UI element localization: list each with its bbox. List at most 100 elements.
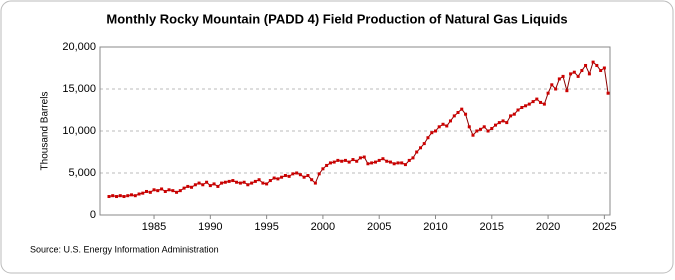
point xyxy=(381,157,385,161)
point xyxy=(242,180,246,184)
point xyxy=(355,159,359,163)
chart-title: Monthly Rocky Mountain (PADD 4) Field Pr… xyxy=(106,11,567,26)
point xyxy=(599,69,603,73)
point xyxy=(400,161,404,165)
point xyxy=(479,127,483,131)
point xyxy=(531,100,535,104)
point xyxy=(403,163,407,167)
point xyxy=(156,189,160,193)
point xyxy=(325,163,329,167)
point xyxy=(144,189,148,193)
point xyxy=(190,185,194,189)
point xyxy=(490,126,494,130)
point xyxy=(584,63,588,67)
point xyxy=(141,191,145,195)
point xyxy=(396,161,400,165)
x-tick-label: 1990 xyxy=(198,221,222,233)
point xyxy=(460,107,464,111)
point xyxy=(328,161,332,165)
point xyxy=(343,158,347,162)
point xyxy=(148,190,152,194)
point xyxy=(291,172,295,176)
point xyxy=(152,188,156,192)
point xyxy=(193,183,197,187)
point xyxy=(223,180,227,184)
point xyxy=(377,158,381,162)
x-tick-label: 2005 xyxy=(367,221,391,233)
point xyxy=(205,180,209,184)
point xyxy=(283,174,287,178)
x-tick-label: 2020 xyxy=(536,221,560,233)
point xyxy=(539,100,543,104)
y-tick-label: 0 xyxy=(90,209,96,221)
point xyxy=(317,172,321,176)
point xyxy=(415,150,419,154)
point xyxy=(464,112,468,116)
point xyxy=(250,181,254,185)
point xyxy=(246,183,250,187)
point xyxy=(407,158,411,162)
point xyxy=(606,91,610,95)
point xyxy=(272,176,276,180)
point xyxy=(336,158,340,162)
point xyxy=(340,159,344,163)
point xyxy=(524,104,528,108)
point xyxy=(182,186,186,190)
point xyxy=(227,179,231,183)
point xyxy=(306,174,310,178)
point xyxy=(448,119,452,123)
point xyxy=(201,183,205,187)
point xyxy=(561,74,565,78)
point xyxy=(295,171,299,175)
point xyxy=(137,192,141,196)
point xyxy=(411,156,415,160)
point xyxy=(430,131,434,135)
point xyxy=(587,72,591,76)
point xyxy=(126,194,130,198)
point xyxy=(554,87,558,91)
point xyxy=(370,161,374,165)
point xyxy=(452,114,456,118)
point xyxy=(475,129,479,133)
point xyxy=(298,173,302,177)
point xyxy=(494,123,498,127)
point xyxy=(433,129,437,133)
point xyxy=(422,142,426,146)
x-tick-label: 2000 xyxy=(311,221,335,233)
point xyxy=(133,194,137,198)
point xyxy=(595,63,599,67)
point xyxy=(261,181,265,185)
y-axis-label: Thousand Barrels xyxy=(40,92,51,171)
point xyxy=(580,69,584,73)
x-tick-label: 2015 xyxy=(480,221,504,233)
x-tick-label: 1985 xyxy=(142,221,166,233)
point xyxy=(220,181,224,185)
point xyxy=(471,133,475,137)
point xyxy=(572,70,576,74)
point xyxy=(321,167,325,171)
point xyxy=(527,102,531,106)
point xyxy=(441,122,445,126)
point xyxy=(163,189,167,193)
point xyxy=(482,125,486,129)
point xyxy=(332,160,336,164)
point xyxy=(231,179,235,183)
point xyxy=(302,175,306,179)
point xyxy=(287,174,291,178)
point xyxy=(535,97,539,101)
point xyxy=(276,177,280,181)
point xyxy=(238,181,242,185)
point xyxy=(505,121,509,125)
point xyxy=(313,181,317,185)
point xyxy=(268,179,272,183)
point xyxy=(186,184,190,188)
frame xyxy=(0,0,674,274)
y-tick-label: 20,000 xyxy=(62,41,96,53)
point xyxy=(115,195,119,199)
point xyxy=(497,121,501,125)
y-tick-label: 10,000 xyxy=(62,125,96,137)
point xyxy=(366,162,370,166)
point xyxy=(512,112,516,116)
point xyxy=(171,189,175,193)
